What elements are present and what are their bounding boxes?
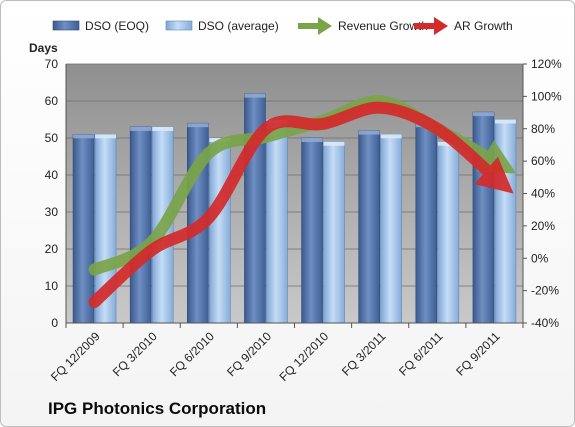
bar-cap bbox=[301, 138, 323, 142]
x-tick-label: FQ 12/2010 bbox=[276, 329, 331, 384]
bar-cap bbox=[380, 134, 402, 139]
line-ar-growth bbox=[88, 101, 514, 308]
bar-cap bbox=[323, 141, 345, 146]
x-tick-label: FQ 6/2010 bbox=[167, 329, 217, 379]
bar-cap bbox=[472, 112, 494, 117]
x-tick-label: FQ 3/2011 bbox=[339, 329, 389, 379]
bar-cap bbox=[152, 126, 174, 131]
legend: DSO (EOQ) DSO (average) Revenue Growth AR G… bbox=[52, 17, 513, 35]
legend-swatch bbox=[52, 20, 80, 31]
bar-dso-eoq bbox=[415, 122, 438, 324]
legend-label: Revenue Growth bbox=[338, 19, 428, 33]
bar-cap bbox=[494, 119, 516, 124]
x-tick-labels: FQ 12/2009 FQ 3/2010 FQ 6/2010 FQ 9/2010 FQ … bbox=[48, 329, 503, 384]
legend-arrow bbox=[298, 17, 332, 35]
legend-label: AR Growth bbox=[454, 19, 513, 33]
y2-tick-label: 20% bbox=[531, 219, 555, 233]
y-tick-label: 10 bbox=[45, 279, 59, 293]
legend-swatch bbox=[165, 20, 193, 31]
bar-dso-eoq bbox=[72, 134, 95, 324]
x-tick-label: FQ 12/2009 bbox=[48, 329, 103, 384]
growth-lines bbox=[88, 95, 517, 308]
bar-cap bbox=[130, 126, 152, 131]
y2-tick-label: -40% bbox=[531, 316, 559, 330]
bar-cap bbox=[358, 130, 380, 135]
bar-dso-eoq bbox=[301, 137, 323, 324]
bar-cap bbox=[95, 134, 117, 139]
legend-label: DSO (EOQ) bbox=[85, 19, 149, 33]
y2-tick-label: 40% bbox=[531, 187, 555, 201]
y2-tick-labels: -40% -20% 0% 20% 40% 60% 80% 100% 120% bbox=[523, 57, 562, 330]
y-tick-label: 40 bbox=[45, 168, 59, 182]
bar-cap bbox=[187, 123, 209, 128]
y2-tick-label: 0% bbox=[531, 251, 549, 265]
y2-tick-label: 120% bbox=[531, 57, 562, 71]
y-tick-label: 30 bbox=[45, 205, 59, 219]
bar-dso-average bbox=[437, 141, 460, 324]
bar-dso-average bbox=[380, 134, 402, 324]
y-tick-label: 70 bbox=[45, 57, 59, 71]
bar-dso-average bbox=[494, 119, 517, 324]
y-tick-label: 0 bbox=[51, 316, 58, 330]
bar-cap bbox=[73, 134, 95, 139]
x-tick-label: FQ 6/2011 bbox=[396, 329, 446, 379]
x-tick-label: FQ 9/2010 bbox=[224, 329, 274, 379]
x-tick-label: FQ 3/2010 bbox=[110, 329, 160, 379]
y2-tick-label: 100% bbox=[531, 89, 562, 103]
y-tick-label: 60 bbox=[45, 94, 59, 108]
bar-dso-eoq bbox=[358, 130, 380, 324]
y-tick-label: 50 bbox=[45, 131, 59, 145]
bar-dso-average bbox=[323, 141, 345, 324]
y-tick-label: 20 bbox=[45, 242, 59, 256]
y2-tick-label: 60% bbox=[531, 154, 555, 168]
bar-dso-average bbox=[209, 137, 231, 324]
bar-dso-eoq bbox=[129, 126, 152, 324]
y2-tick-label: 80% bbox=[531, 122, 555, 136]
bar-cap bbox=[244, 93, 266, 98]
legend-label: DSO (average) bbox=[198, 19, 279, 33]
y2-tick-label: -20% bbox=[531, 284, 559, 298]
company-title: IPG Photonics Corporation bbox=[48, 399, 267, 418]
y-tick-labels: 0 10 20 30 40 50 60 70 bbox=[45, 57, 59, 330]
bar-dso-average bbox=[266, 119, 288, 324]
legend-arrow bbox=[414, 17, 448, 35]
x-tick-label: FQ 9/2011 bbox=[453, 329, 503, 379]
y-axis-label: Days bbox=[29, 41, 58, 55]
